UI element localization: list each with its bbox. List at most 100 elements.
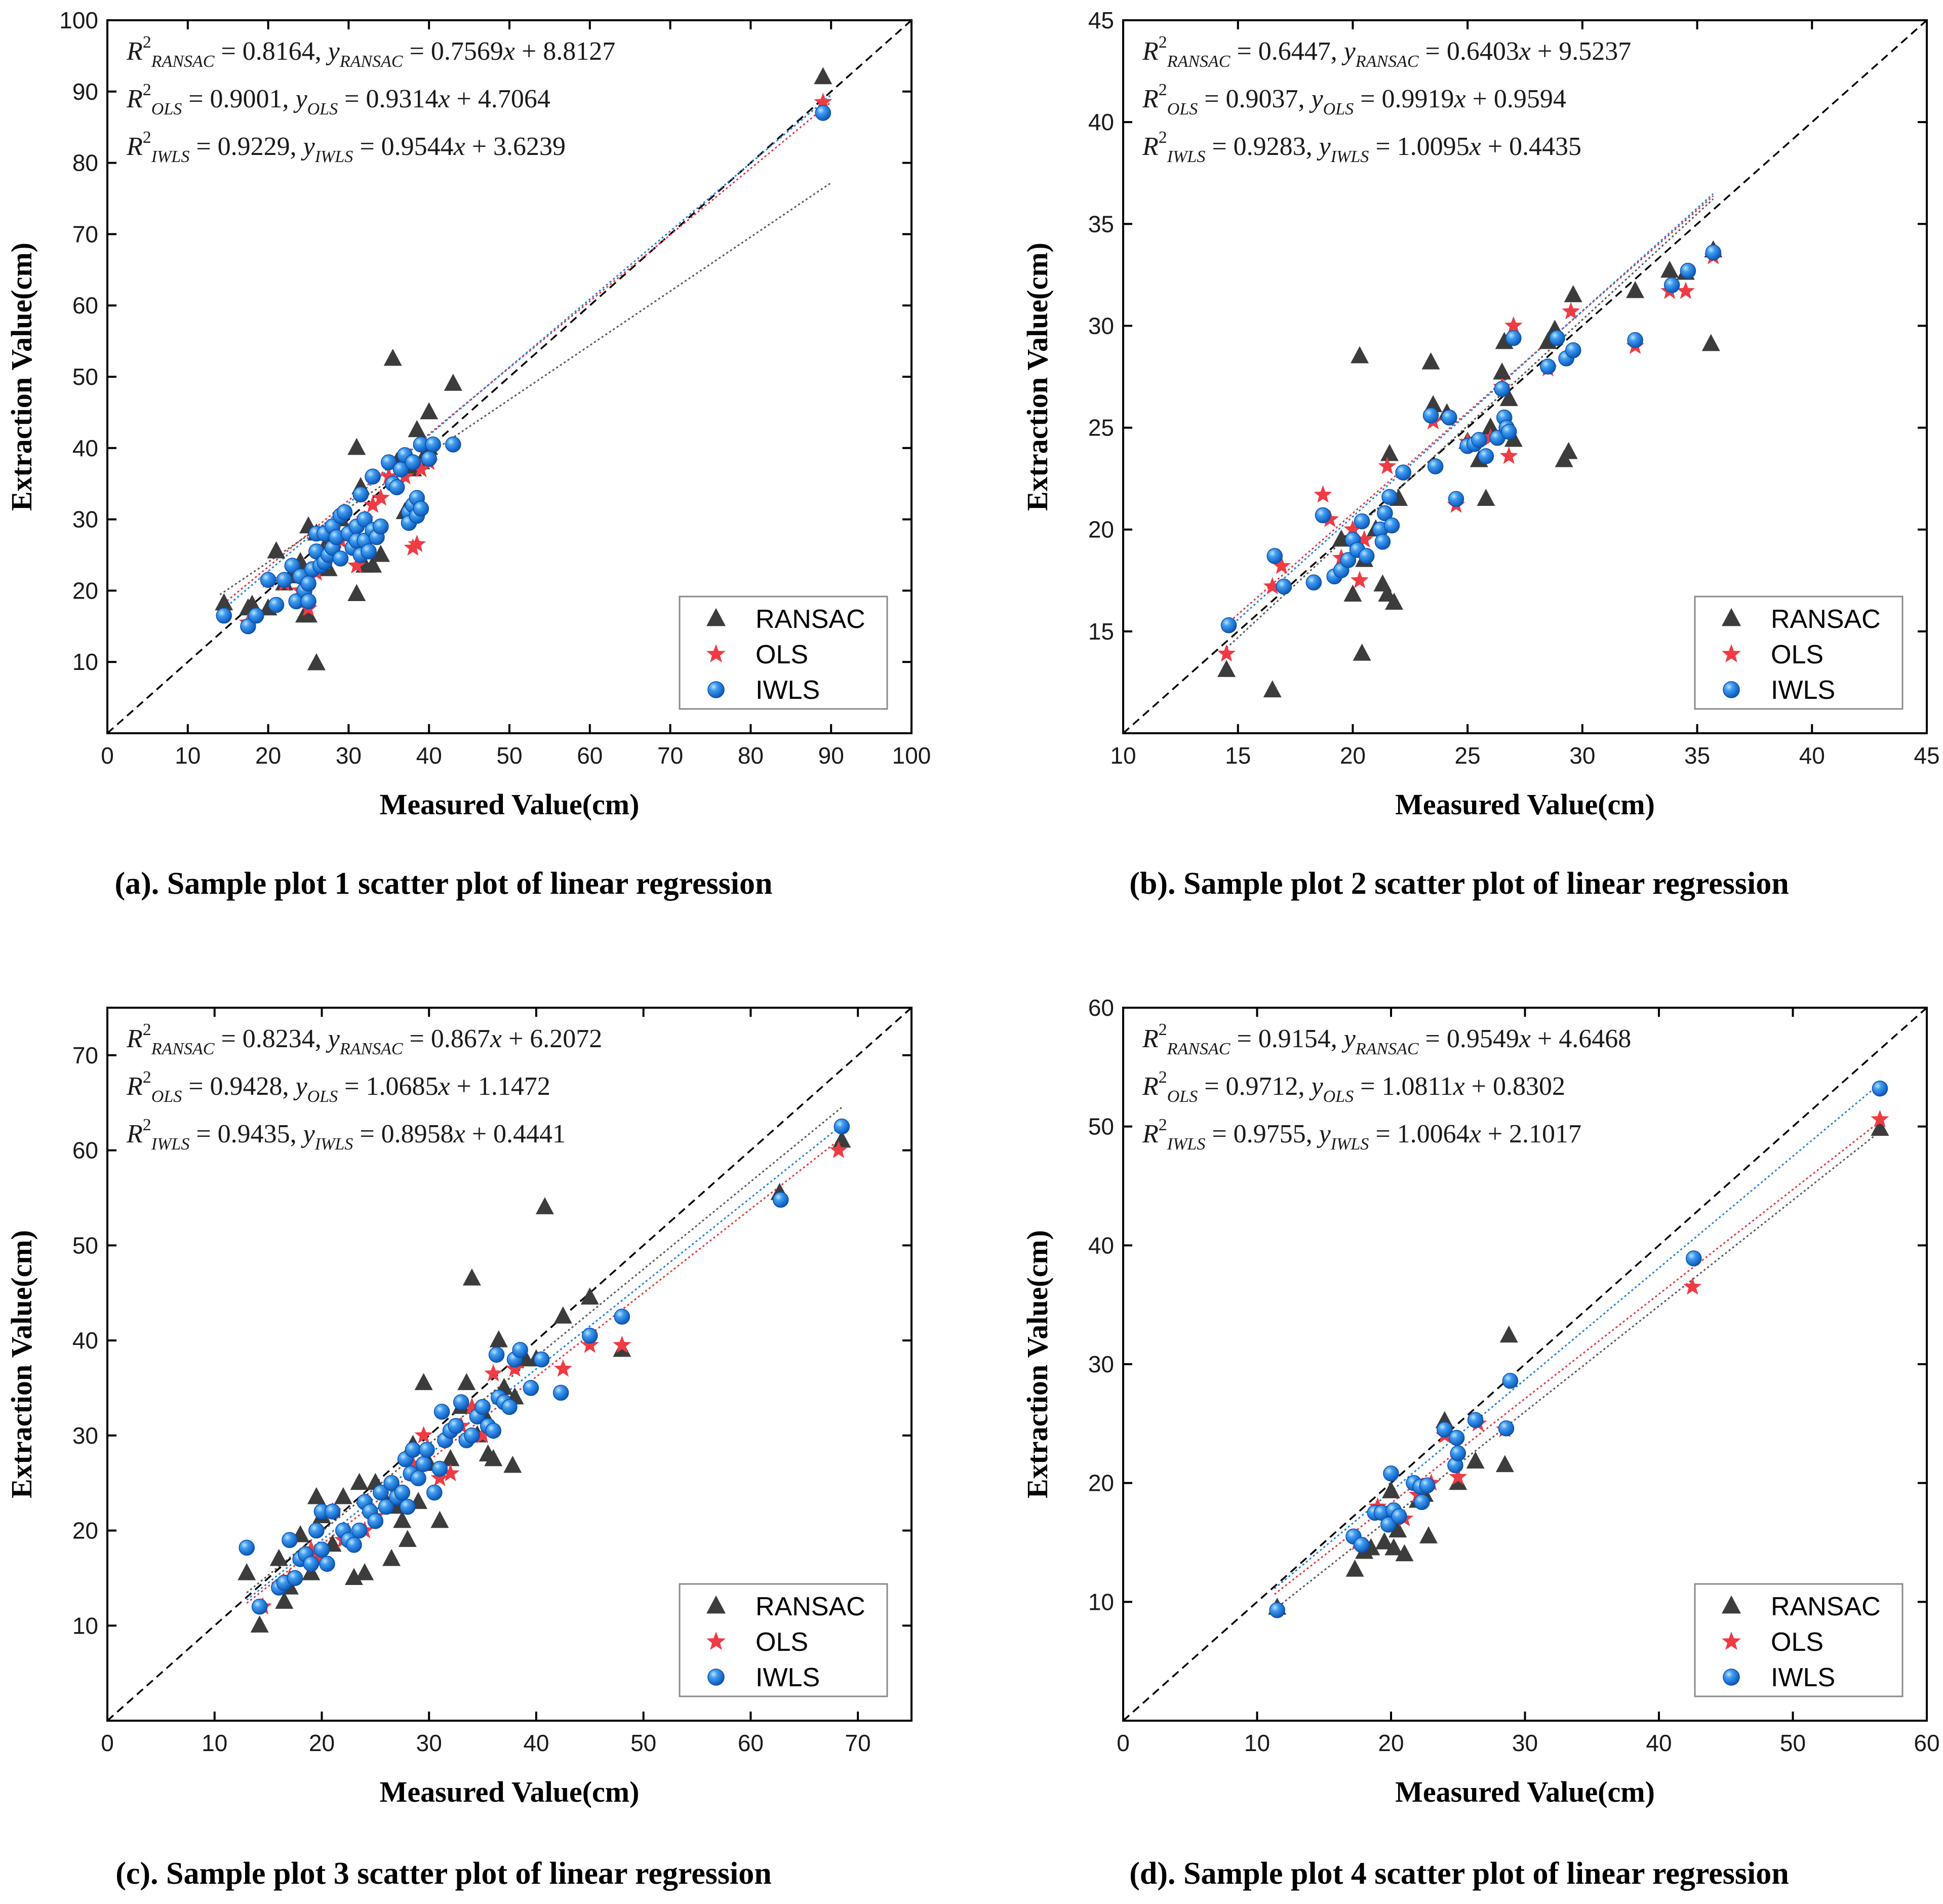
x-tick-label: 20 xyxy=(1340,742,1366,769)
chart-panel-a: 0 10 20 30 40 50 60 70 80 90 100 10 20 30 40 50 60 70 80 90… xyxy=(5,7,931,901)
ransac-point xyxy=(215,593,233,611)
iwls-point xyxy=(834,1118,850,1135)
iwls-point xyxy=(1501,423,1517,440)
iwls-point xyxy=(1276,578,1292,595)
ransac-point xyxy=(1564,285,1582,302)
iwls-point xyxy=(1266,548,1283,564)
iwls-point xyxy=(394,1484,411,1501)
x-tick-label: 0 xyxy=(1117,1730,1130,1756)
ols-point xyxy=(484,1364,503,1382)
y-tick-label: 80 xyxy=(72,150,98,176)
iwls-point xyxy=(1269,1602,1285,1618)
iwls-point xyxy=(352,486,369,503)
iwls-point xyxy=(373,1484,389,1501)
ransac-point xyxy=(503,1455,522,1473)
ransac-point xyxy=(1449,1473,1468,1490)
x-tick-label: 10 xyxy=(175,742,201,769)
iwls-point xyxy=(361,543,377,560)
iwls-point xyxy=(1391,1508,1407,1525)
iwls-point xyxy=(378,1498,394,1515)
iwls-point xyxy=(445,437,461,453)
ransac-point xyxy=(1385,592,1404,610)
y-tick-label: 30 xyxy=(1088,1351,1114,1377)
x-tick-label: 40 xyxy=(416,742,442,769)
legend-label-ransac: RANSAC xyxy=(756,1592,865,1621)
iwls-point xyxy=(419,1442,435,1458)
ols-point xyxy=(462,1397,481,1415)
iwls-point xyxy=(367,1513,384,1529)
legend-label-ransac: RANSAC xyxy=(1771,605,1881,634)
x-axis-label: Measured Value(cm) xyxy=(380,1775,640,1808)
x-tick-label: 40 xyxy=(1799,742,1825,769)
panel-caption: (a). Sample plot 1 scatter plot of linea… xyxy=(114,866,772,901)
iwls-point xyxy=(351,1522,368,1539)
iwls-point xyxy=(383,1475,400,1491)
iwls-point xyxy=(464,1427,480,1444)
ols-point xyxy=(371,488,390,506)
iwls-point xyxy=(1663,277,1680,293)
x-tick-label: 30 xyxy=(336,742,362,769)
x-tick-label: 10 xyxy=(202,1730,227,1756)
ransac-point xyxy=(1375,1532,1394,1550)
ols-point xyxy=(1272,557,1291,574)
iwls-point xyxy=(300,575,316,592)
fit-line-ols xyxy=(246,1137,843,1604)
iwls-point xyxy=(373,518,389,535)
ols-point xyxy=(414,1425,433,1444)
iwls-point xyxy=(474,1399,491,1415)
triangle-icon xyxy=(706,1595,726,1614)
equation-ols: R2OLS = 0.9001, yOLS = 0.9314x + 4.7064 xyxy=(126,81,550,118)
sphere-icon xyxy=(707,681,725,698)
ransac-point xyxy=(535,1197,554,1214)
legend: RANSAC OLS IWLS xyxy=(1694,596,1904,710)
ransac-point xyxy=(344,1568,363,1585)
ols-point xyxy=(1378,457,1397,474)
iwls-point xyxy=(282,1532,298,1549)
ransac-point xyxy=(441,1449,460,1466)
legend-label-ols: OLS xyxy=(1771,640,1823,669)
x-tick-label: 10 xyxy=(1110,742,1136,769)
sphere-icon xyxy=(1723,681,1740,698)
iwls-point xyxy=(533,1351,550,1368)
x-tick-label: 90 xyxy=(818,742,844,769)
equation-iwls: R2IWLS = 0.9229, yIWLS = 0.9544x + 3.623… xyxy=(126,128,566,166)
fit-line-ransac xyxy=(1274,1131,1881,1610)
ols-point xyxy=(412,460,430,478)
ransac-point xyxy=(1466,1451,1485,1469)
iwls-point xyxy=(346,1536,362,1553)
iwls-point xyxy=(287,1570,303,1586)
iwls-point xyxy=(284,558,300,574)
triangle-icon xyxy=(1722,1595,1741,1614)
iwls-point xyxy=(303,1556,320,1572)
triangle-icon xyxy=(706,608,726,626)
y-tick-label: 90 xyxy=(72,78,98,105)
y-tick-label: 20 xyxy=(72,577,98,604)
fit-line-ransac xyxy=(1226,198,1714,649)
iwls-point xyxy=(1502,1373,1519,1389)
panel-caption: (c). Sample plot 3 scatter plot of linea… xyxy=(115,1856,772,1891)
ols-point xyxy=(347,556,366,574)
x-tick-label: 60 xyxy=(738,1730,764,1756)
equation-iwls: R2IWLS = 0.9435, yIWLS = 0.8958x + 0.444… xyxy=(126,1116,566,1154)
ransac-point xyxy=(1380,444,1399,461)
ransac-point xyxy=(1263,680,1282,698)
fit-line-iwls xyxy=(219,94,832,613)
star-icon xyxy=(706,644,726,663)
iwls-point xyxy=(488,1346,505,1363)
iwls-point xyxy=(1437,1421,1453,1438)
ransac-point xyxy=(1382,1481,1400,1498)
iwls-point xyxy=(1422,407,1439,424)
plot-layer xyxy=(107,1008,911,1721)
ransac-point xyxy=(1538,332,1557,349)
x-tick-label: 40 xyxy=(1646,1730,1672,1756)
iwls-point xyxy=(425,437,441,453)
legend: RANSAC OLS IWLS xyxy=(1694,1583,1904,1697)
legend-label-ransac: RANSAC xyxy=(1771,1592,1881,1621)
ransac-point xyxy=(1419,1526,1438,1543)
ransac-point xyxy=(462,1268,481,1286)
chart-panel-d: 0 10 20 30 40 50 60 10 20 30 40 50 60 Measured Value(… xyxy=(1021,995,1940,1891)
ols-point xyxy=(430,1469,449,1486)
iwls-point xyxy=(1471,431,1487,448)
x-tick-label: 30 xyxy=(1512,1730,1538,1756)
